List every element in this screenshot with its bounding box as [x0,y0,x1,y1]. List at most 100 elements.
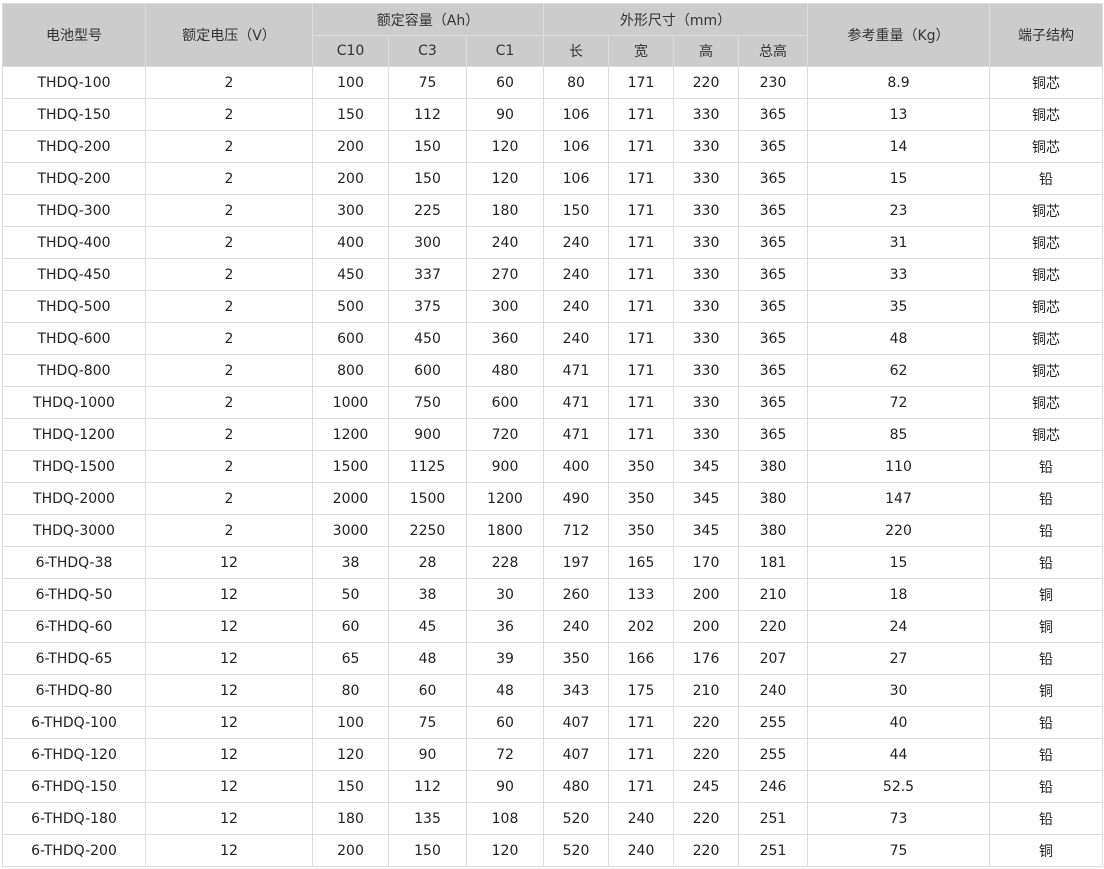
cell-total-height: 380 [738,482,808,515]
cell-c1: 60 [466,706,544,739]
cell-model: 6-THDQ-50 [2,578,146,611]
cell-terminal: 铜 [989,610,1103,643]
cell-length: 480 [543,770,609,803]
cell-voltage: 2 [145,482,313,515]
table-row: THDQ-1000 2 1000 750 600 471 171 330 365 72 铜芯 [2,386,1103,419]
cell-terminal: 铜芯 [989,258,1103,291]
cell-terminal: 铜芯 [989,66,1103,99]
cell-c10: 2000 [312,482,389,515]
cell-height: 176 [673,642,739,675]
cell-voltage: 2 [145,194,313,227]
cell-c3: 150 [388,130,467,163]
cell-c3: 1500 [388,482,467,515]
table-row: THDQ-100 2 100 75 60 80 171 220 230 8.9 铜芯 [2,66,1103,99]
cell-weight: 48 [807,322,990,355]
cell-total-height: 380 [738,450,808,483]
cell-terminal: 铜芯 [989,98,1103,131]
cell-width: 171 [608,226,674,259]
cell-c3: 48 [388,642,467,675]
cell-height: 345 [673,514,739,547]
cell-c3: 90 [388,738,467,771]
cell-width: 171 [608,66,674,99]
cell-c10: 200 [312,130,389,163]
cell-total-height: 365 [738,98,808,131]
cell-model: THDQ-150 [2,98,146,131]
cell-c1: 72 [466,738,544,771]
cell-total-height: 251 [738,802,808,835]
cell-model: THDQ-200 [2,130,146,163]
cell-width: 202 [608,610,674,643]
cell-c1: 300 [466,290,544,323]
cell-c10: 450 [312,258,389,291]
cell-model: THDQ-500 [2,290,146,323]
cell-c3: 150 [388,162,467,195]
cell-height: 330 [673,354,739,387]
cell-width: 350 [608,450,674,483]
cell-voltage: 12 [145,802,313,835]
cell-c3: 375 [388,290,467,323]
cell-model: THDQ-1500 [2,450,146,483]
cell-c3: 1125 [388,450,467,483]
cell-voltage: 12 [145,738,313,771]
cell-c10: 3000 [312,514,389,547]
cell-voltage: 2 [145,98,313,131]
cell-c1: 720 [466,418,544,451]
cell-model: 6-THDQ-60 [2,610,146,643]
table-row: THDQ-400 2 400 300 240 240 171 330 365 31 铜芯 [2,226,1103,259]
cell-total-height: 220 [738,610,808,643]
cell-c1: 1200 [466,482,544,515]
table-row: THDQ-500 2 500 375 300 240 171 330 365 35 铜芯 [2,290,1103,323]
cell-c10: 80 [312,674,389,707]
cell-c10: 150 [312,770,389,803]
cell-c3: 112 [388,98,467,131]
cell-model: THDQ-1000 [2,386,146,419]
header-width: 宽 [608,35,674,67]
cell-height: 330 [673,226,739,259]
cell-width: 171 [608,706,674,739]
cell-terminal: 铜芯 [989,418,1103,451]
cell-width: 171 [608,386,674,419]
cell-terminal: 铜 [989,578,1103,611]
cell-height: 330 [673,98,739,131]
cell-total-height: 210 [738,578,808,611]
cell-height: 220 [673,66,739,99]
cell-weight: 52.5 [807,770,990,803]
cell-weight: 18 [807,578,990,611]
table-row: THDQ-200 2 200 150 120 106 171 330 365 15 铅 [2,162,1103,195]
cell-voltage: 12 [145,642,313,675]
cell-height: 345 [673,450,739,483]
cell-c3: 38 [388,578,467,611]
cell-weight: 110 [807,450,990,483]
cell-voltage: 2 [145,258,313,291]
cell-model: 6-THDQ-120 [2,738,146,771]
cell-total-height: 181 [738,546,808,579]
cell-voltage: 12 [145,610,313,643]
cell-c10: 100 [312,706,389,739]
table-row: THDQ-2000 2 2000 1500 1200 490 350 345 380 147 铅 [2,482,1103,515]
header-height: 高 [673,35,739,67]
cell-length: 407 [543,738,609,771]
cell-length: 106 [543,98,609,131]
cell-c1: 90 [466,98,544,131]
cell-weight: 27 [807,642,990,675]
cell-width: 240 [608,802,674,835]
cell-c1: 120 [466,130,544,163]
header-voltage: 额定电压（V） [145,3,313,67]
cell-model: THDQ-3000 [2,514,146,547]
cell-model: THDQ-600 [2,322,146,355]
cell-terminal: 铅 [989,706,1103,739]
cell-weight: 147 [807,482,990,515]
cell-height: 245 [673,770,739,803]
cell-c1: 48 [466,674,544,707]
cell-c10: 1000 [312,386,389,419]
cell-total-height: 365 [738,194,808,227]
cell-c1: 270 [466,258,544,291]
cell-height: 330 [673,194,739,227]
cell-width: 165 [608,546,674,579]
cell-weight: 73 [807,802,990,835]
cell-model: 6-THDQ-200 [2,834,146,867]
cell-c1: 120 [466,162,544,195]
cell-c10: 100 [312,66,389,99]
cell-c3: 60 [388,674,467,707]
cell-total-height: 380 [738,514,808,547]
